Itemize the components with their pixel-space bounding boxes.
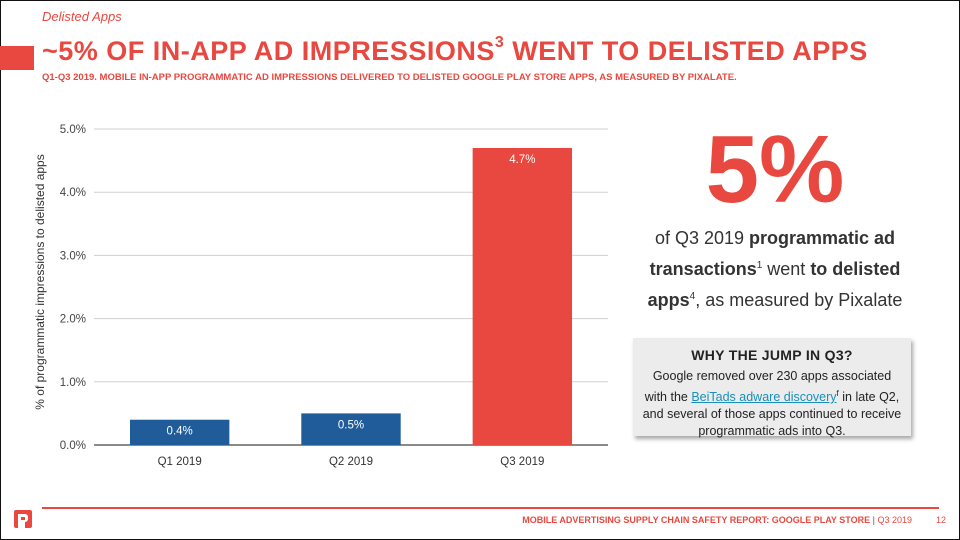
footer-report: MOBILE ADVERTISING SUPPLY CHAIN SAFETY R… xyxy=(522,515,871,525)
bar xyxy=(472,147,573,445)
y-tick-label: 1.0% xyxy=(60,377,86,389)
bar-chart: 0.0% 1.0% 2.0% 3.0% 4.0% 5.0% 0.4% 0.5% 4.7% Q1… xyxy=(33,124,608,468)
callout-text: Google removed over 230 apps associated … xyxy=(644,369,892,405)
y-tick-label: 4.0% xyxy=(60,187,86,199)
stat-footnote: 4 xyxy=(689,291,696,302)
stat-desc-bold: programmatic ad transactions xyxy=(649,228,896,279)
callout-title: WHY THE JUMP IN Q3? xyxy=(691,347,853,363)
stat-desc-part: , as measured by Pixalate xyxy=(695,290,903,310)
footer-divider xyxy=(42,507,939,509)
x-tick-label: Q1 2019 xyxy=(158,456,202,468)
bar xyxy=(301,413,401,445)
bar-value-label: 0.5% xyxy=(338,419,364,431)
chart-y-ticks: 0.0% 1.0% 2.0% 3.0% 4.0% 5.0% xyxy=(60,124,86,452)
chart-bars: 0.4% 0.5% 4.7% xyxy=(129,147,573,445)
callout-text: in late Q2, and several of those apps co… xyxy=(642,390,902,439)
y-tick-label: 0.0% xyxy=(60,440,86,452)
title-accent-bar xyxy=(0,46,34,70)
footer-period: Q3 2019 xyxy=(877,515,912,525)
y-axis-label: % of programmatic impressions to deliste… xyxy=(33,154,47,409)
stat-description: of Q3 2019 programmatic ad transactions1… xyxy=(630,225,920,314)
y-tick-label: 2.0% xyxy=(60,314,86,326)
pixalate-logo-icon xyxy=(14,510,32,531)
section-label: Delisted Apps xyxy=(42,9,122,24)
title-tail: WENT TO DELISTED APPS xyxy=(504,36,868,66)
stat-desc-bold: to delisted apps xyxy=(647,259,901,310)
page-title: ~5% OF IN-APP AD IMPRESSIONS3 WENT TO DE… xyxy=(42,34,868,67)
big-stat-value: 5% xyxy=(705,116,845,223)
y-tick-label: 5.0% xyxy=(60,124,86,136)
stat-desc-part: of Q3 2019 xyxy=(654,228,750,248)
callout-box: WHY THE JUMP IN Q3? Google removed over … xyxy=(633,338,911,438)
stat-footnote: 1 xyxy=(756,260,763,271)
footer-separator: | xyxy=(870,515,878,525)
bar xyxy=(129,419,230,445)
chart-x-ticks: Q1 2019 Q2 2019 Q3 2019 xyxy=(158,456,545,468)
x-tick-label: Q3 2019 xyxy=(500,456,544,468)
title-text: ~5% OF IN-APP AD IMPRESSIONS xyxy=(42,36,495,66)
title-footnote: 3 xyxy=(494,34,505,51)
bar-value-label: 0.4% xyxy=(167,426,193,438)
callout-footnote: f xyxy=(836,389,839,398)
page-number: 12 xyxy=(935,515,946,525)
footer-report-title: MOBILE ADVERTISING SUPPLY CHAIN SAFETY R… xyxy=(522,515,912,525)
page-subtitle: Q1-Q3 2019. MOBILE IN-APP PROGRAMMATIC A… xyxy=(42,72,737,83)
beitads-link[interactable]: BeiTads adware discovery xyxy=(691,390,837,405)
y-tick-label: 3.0% xyxy=(60,250,86,262)
callout-body: Google removed over 230 apps associated … xyxy=(633,368,911,440)
x-tick-label: Q2 2019 xyxy=(329,456,373,468)
bar-value-label: 4.7% xyxy=(509,154,535,166)
stat-desc-part: went xyxy=(762,259,811,279)
